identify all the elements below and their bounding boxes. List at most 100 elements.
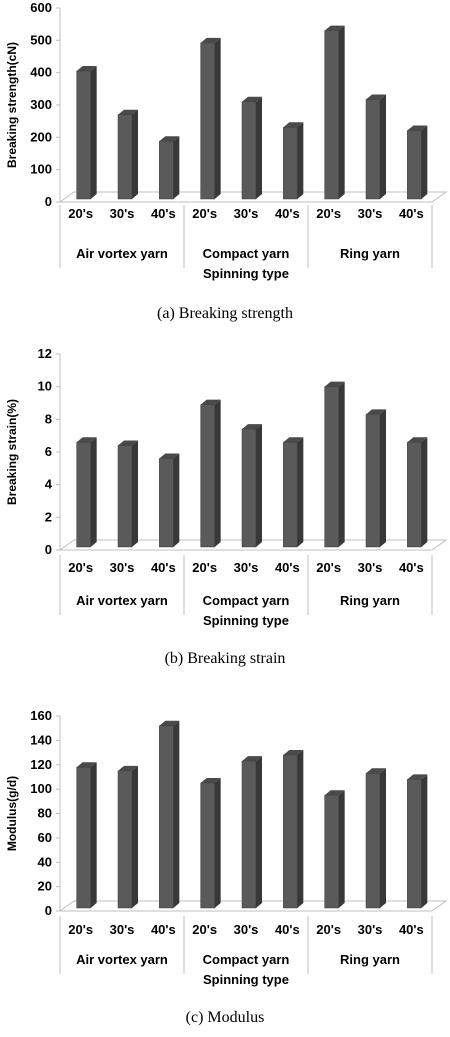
y-tick-label: 400	[30, 65, 52, 80]
y-tick-label: 80	[38, 806, 52, 821]
y-tick-label: 500	[30, 32, 52, 47]
bar-top	[159, 720, 180, 726]
bar-side	[256, 424, 262, 547]
x-tick-label: 40's	[399, 206, 424, 221]
bar-top	[76, 437, 97, 443]
bar-top	[283, 437, 304, 443]
group-label: Air vortex yarn	[76, 246, 168, 261]
x-axis-label: Spinning type	[203, 613, 289, 628]
figure-caption: (a) Breaking strength	[157, 305, 293, 322]
bar-top	[283, 750, 304, 755]
bar-top	[118, 109, 138, 115]
bar-side	[173, 136, 180, 199]
x-tick-label: 20's	[316, 206, 341, 221]
x-tick-label: 30's	[358, 922, 383, 937]
x-tick-label: 20's	[316, 560, 341, 575]
y-tick-label: 4	[45, 477, 53, 492]
x-tick-label: 40's	[275, 922, 300, 937]
bar	[324, 386, 339, 548]
bar	[365, 99, 381, 200]
y-tick-label: 0	[45, 542, 52, 557]
x-tick-label: 20's	[68, 206, 93, 221]
bar-top	[200, 37, 221, 43]
bar-top	[76, 762, 97, 768]
group-label: Compact yarn	[203, 593, 290, 608]
y-axis-label: Breaking strain(%)	[5, 399, 19, 505]
x-tick-label: 40's	[399, 560, 424, 575]
bar-top	[324, 381, 345, 387]
bar	[283, 127, 298, 200]
y-axis-label: Modulus(g/d)	[5, 776, 19, 851]
bar-top	[242, 424, 262, 430]
x-tick-label: 30's	[234, 560, 259, 575]
x-tick-label: 30's	[110, 206, 135, 221]
bar-side	[338, 381, 345, 547]
bar-top	[76, 66, 97, 72]
bar	[200, 42, 215, 200]
bar	[324, 794, 339, 909]
bar-side	[421, 774, 428, 908]
bar-top	[283, 122, 304, 128]
bar-side	[214, 399, 221, 547]
group-label: Air vortex yarn	[76, 593, 168, 608]
x-tick-label: 40's	[151, 560, 176, 575]
bar-top	[200, 778, 221, 784]
bar	[159, 458, 174, 548]
x-tick-label: 40's	[399, 922, 424, 937]
bar-side	[380, 94, 386, 199]
bar	[283, 441, 298, 548]
bar	[407, 779, 422, 909]
y-tick-label: 300	[30, 97, 52, 112]
x-tick-label: 30's	[358, 206, 383, 221]
bar-top	[200, 399, 221, 405]
x-tick-label: 40's	[275, 560, 300, 575]
bar	[407, 441, 422, 548]
group-label: Compact yarn	[203, 952, 290, 967]
x-tick-label: 20's	[192, 922, 217, 937]
x-axis-label: Spinning type	[203, 972, 289, 987]
figure-caption: (c) Modulus	[186, 1009, 265, 1026]
bar-side	[380, 409, 386, 547]
bar-top	[366, 768, 386, 774]
y-tick-label: 8	[45, 411, 52, 426]
bar	[117, 114, 133, 200]
bar-side	[90, 66, 97, 199]
bar	[365, 773, 381, 909]
bar-side	[338, 25, 345, 200]
y-tick-label: 0	[45, 903, 52, 918]
x-tick-label: 20's	[192, 560, 217, 575]
bar-side	[256, 756, 262, 908]
bar-side	[297, 437, 304, 547]
bar	[117, 770, 133, 909]
y-tick-label: 2	[45, 509, 52, 524]
bar-side	[380, 768, 386, 908]
group-label: Ring yarn	[340, 246, 400, 261]
y-axis-label: Breaking strength(cN)	[5, 42, 19, 168]
bar-top	[159, 136, 180, 142]
bar	[407, 130, 422, 200]
y-tick-label: 100	[30, 781, 52, 796]
y-tick-label: 200	[30, 129, 52, 144]
bar	[324, 30, 339, 200]
bar-side	[132, 765, 138, 908]
figure-caption: (b) Breaking strain	[165, 650, 286, 667]
bar-side	[173, 720, 180, 908]
bar-top	[118, 440, 138, 446]
chart-svg: 0 100 200 300 400 500 600 Breaking strength(cN)…	[5, 0, 448, 322]
bar-side	[214, 37, 221, 199]
y-tick-label: 120	[30, 757, 52, 772]
group-label: Ring yarn	[340, 593, 400, 608]
y-tick-label: 6	[45, 444, 52, 459]
bar-top	[407, 437, 428, 443]
bar-side	[338, 790, 345, 908]
y-tick-label: 12	[38, 346, 52, 361]
bar-top	[118, 765, 138, 771]
bar-side	[132, 109, 138, 199]
bar	[200, 404, 215, 548]
y-tick-label: 100	[30, 162, 52, 177]
x-tick-label: 40's	[151, 922, 176, 937]
x-tick-label: 30's	[234, 206, 259, 221]
x-tick-label: 20's	[68, 560, 93, 575]
bar	[283, 754, 298, 909]
bar-top	[324, 790, 345, 796]
